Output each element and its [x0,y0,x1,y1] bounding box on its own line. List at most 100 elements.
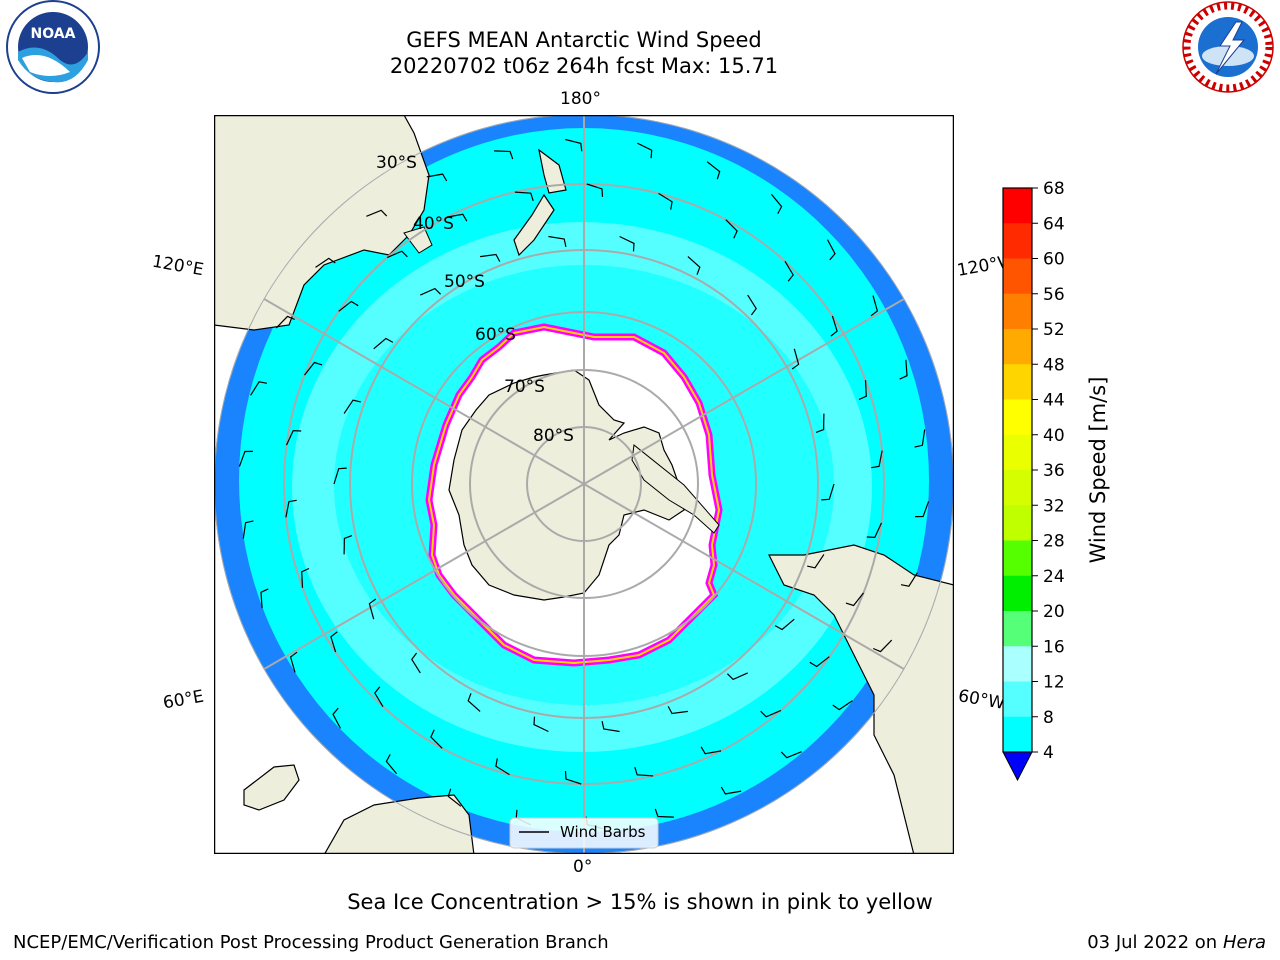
colorbar-tick-label: 52 [1043,320,1065,340]
noaa-logo-text: NOAA [31,26,76,42]
wind-barb [832,700,853,711]
colorbar-tick-label: 64 [1043,214,1065,234]
map-border [214,115,954,854]
wind-barb [586,183,604,197]
wind-barb [654,808,674,818]
wind-barb [343,535,353,555]
wind-barb [420,287,442,296]
wind-barb [826,239,836,261]
colorbar-cell [1003,611,1032,647]
colorbar-cell [1003,505,1032,541]
wind-barb [725,219,738,239]
wind-barb [706,161,721,180]
wind-barb [338,300,359,312]
wind-barb [784,260,794,282]
wind-barb [872,639,893,653]
wind-barb [770,193,783,214]
barb-legend-label: Wind Barbs [560,823,646,841]
colorbar-tick-label: 4 [1043,743,1054,763]
wind-barb [821,483,835,501]
wind-barb [467,693,481,712]
sea-ice-caption: Sea Ice Concentration > 15% is shown in … [347,890,933,914]
wind-barb [446,213,468,222]
colorbar-tick-label: 32 [1043,496,1065,516]
wind-barb [447,788,462,807]
wind-barb [866,522,883,539]
wind-barb [700,746,722,755]
wind-barb [285,429,302,446]
lat-label-80s: 80°S [533,426,574,446]
barb-legend [509,817,659,849]
wind-barb [870,295,879,317]
colorbar-label: Wind Speed [m/s] [1086,377,1110,564]
wind-barb [330,631,338,653]
colorbar-tick-label: 8 [1043,708,1054,728]
wind-barb [250,381,268,396]
colorbar-cell [1003,716,1032,753]
colorbar-cell [1003,258,1032,295]
tasmania-land [403,226,433,254]
colorbar-cell [1003,399,1032,436]
wind-barb [565,138,583,152]
map-subtitle: 20220702 t06z 264h fcst Max: 15.71 [389,54,779,78]
wind-barb [430,729,443,749]
wind-barb [289,651,298,673]
wind-barb [564,771,582,785]
wind-barb [386,250,408,259]
lat-label-70s: 70°S [504,377,545,397]
wind-barb [899,359,908,380]
colorbar-cell [1003,470,1032,506]
wind-barb [720,786,742,795]
wind-barb [830,315,838,337]
wind-barb [275,315,296,329]
colorbar-cell [1003,434,1032,471]
lat-label-40s: 40°S [413,214,454,234]
colorbar-tick-label: 16 [1043,637,1065,657]
colorbar-tick-label: 36 [1043,461,1065,481]
wind-barb [494,150,514,160]
colorbar-tick-label: 24 [1043,567,1065,587]
colorbar-tick-label: 12 [1043,673,1065,693]
colorbar-cell [1003,364,1032,400]
wind-barb [333,467,347,485]
wind-barb [871,450,883,469]
wind-barb [658,192,673,210]
lat-label-30s: 30°S [376,153,417,173]
colorbar-tick-label: 40 [1043,426,1065,446]
wind-barb [726,672,748,681]
wind-barb [915,501,930,518]
wind-barb [366,209,388,217]
wind-barb [411,652,421,674]
wind-barb [619,235,635,252]
wind-barb [304,361,323,376]
wind-barb [368,598,377,620]
wind-barb [426,173,448,182]
footer-date: 03 Jul 2022 on Hera [1087,932,1266,953]
lon-label-60e: 60°E [161,686,206,714]
footer-host: Hera [1222,932,1266,953]
wind-barb [809,656,830,668]
polar-map: 30°S 40°S 50°S 60°S 70°S 80°S Wind Barbs [214,115,954,854]
lon-label-120e: 120°E [150,251,206,281]
lon-label-0: 0° [573,857,593,877]
wind-barb [858,380,867,401]
wind-barb [285,499,297,518]
colorbar-cell [1003,681,1032,718]
wind-barb [815,413,825,433]
wind-barb [495,758,510,776]
wind-barb [514,191,534,201]
footer-date-text: 03 Jul 2022 on [1087,932,1223,953]
wind-barb [385,754,398,775]
wind-barb [914,429,926,448]
nws-logo [1182,1,1274,93]
wind-barb [242,520,254,539]
colorbar-cell [1003,329,1032,365]
colorbar-cell [1003,293,1032,330]
wind-barb [687,256,701,275]
colorbar-tick-label: 56 [1043,285,1065,305]
lon-label-180: 180° [560,89,601,109]
antarctica-land [448,369,685,601]
wind-barb [260,588,269,609]
wind-barb [747,294,757,316]
wind-barb [667,706,688,715]
